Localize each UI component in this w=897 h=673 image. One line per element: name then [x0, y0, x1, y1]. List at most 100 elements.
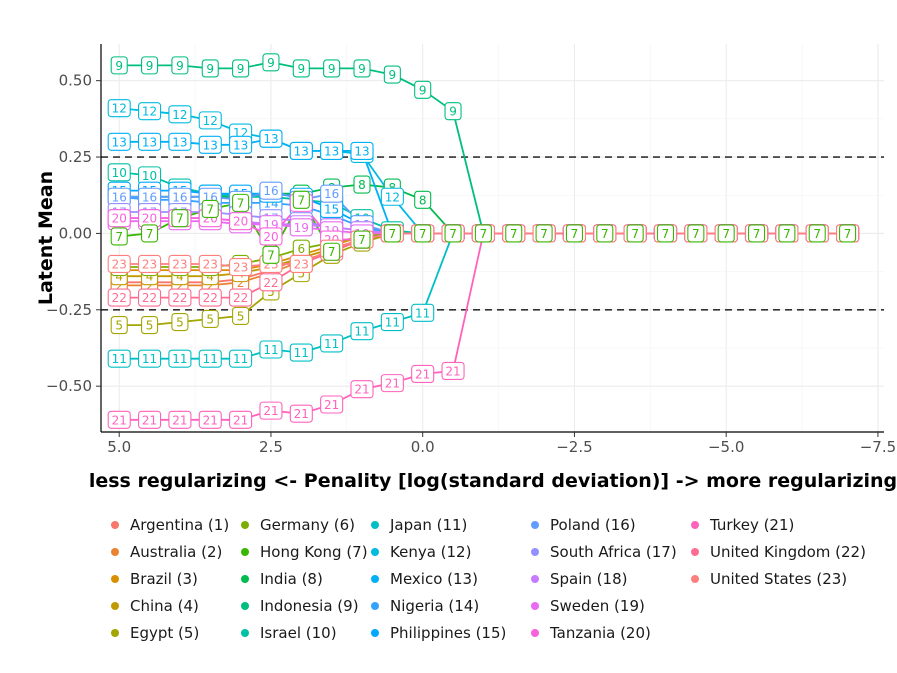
point-label: 13	[324, 144, 339, 158]
point-7: 7	[110, 227, 128, 246]
legend-key	[691, 521, 699, 529]
series-points: 1111111111111111111111111222222222222222…	[107, 53, 860, 429]
point-label: 7	[389, 227, 397, 241]
y-tick-label: 0.50	[59, 72, 92, 90]
point-box	[350, 322, 374, 341]
point-13: 13	[259, 129, 283, 148]
point-22: 22	[107, 288, 131, 307]
legend-label: Brazil (3)	[130, 570, 198, 588]
point-7: 7	[353, 230, 371, 249]
point-box	[259, 340, 283, 359]
point-22: 22	[229, 288, 253, 307]
legend-label: Indonesia (9)	[260, 597, 359, 615]
point-label: 9	[449, 105, 457, 119]
legend-item-3: Brazil (3)	[111, 570, 198, 588]
point-box	[171, 56, 189, 75]
point-label: 8	[419, 193, 427, 207]
point-label: 7	[722, 227, 730, 241]
point-label: 21	[385, 377, 400, 391]
point-11: 11	[259, 340, 283, 359]
point-label: 16	[142, 190, 157, 204]
point-label: 5	[146, 319, 154, 333]
point-box	[232, 59, 250, 78]
point-label: 13	[172, 135, 187, 149]
point-11: 11	[138, 349, 162, 368]
point-9: 9	[110, 56, 128, 75]
point-label: 6	[297, 242, 305, 256]
point-label: 11	[324, 337, 339, 351]
legend-item-8: India (8)	[241, 570, 323, 588]
point-box	[168, 349, 192, 368]
point-label: 7	[813, 227, 821, 241]
legend-item-4: China (4)	[111, 597, 199, 615]
legend-label: Kenya (12)	[390, 543, 471, 561]
point-label: 4	[206, 270, 214, 284]
point-label: 7	[631, 227, 639, 241]
point-box	[138, 349, 162, 368]
legend-key	[531, 548, 539, 556]
point-13: 13	[350, 141, 374, 160]
point-21: 21	[138, 410, 162, 429]
point-12: 12	[380, 187, 404, 206]
point-box	[107, 99, 131, 118]
point-19: 19	[289, 218, 313, 237]
point-label: 10	[112, 166, 127, 180]
point-5: 5	[201, 309, 219, 329]
point-11: 11	[198, 349, 222, 368]
legend-label: United States (23)	[710, 570, 847, 588]
point-label: 5	[115, 319, 123, 333]
point-20: 20	[229, 212, 253, 231]
point-12: 12	[198, 111, 222, 130]
point-label: 13	[294, 144, 309, 158]
legend-label: India (8)	[260, 570, 323, 588]
point-12: 12	[138, 102, 162, 121]
point-label: 2	[115, 279, 123, 293]
x-tick-label: 2.5	[259, 438, 283, 456]
point-9: 9	[201, 59, 219, 78]
point-7: 7	[141, 224, 159, 243]
point-box	[323, 59, 341, 78]
legend-key	[691, 548, 699, 556]
point-label: 2	[176, 279, 184, 293]
point-label: 12	[203, 114, 218, 128]
legend-label: Israel (10)	[260, 624, 337, 642]
point-9: 9	[383, 65, 401, 84]
legend-label: United Kingdom (22)	[710, 543, 866, 561]
legend-key	[691, 575, 699, 583]
point-22: 22	[198, 288, 222, 307]
point-label: 21	[112, 413, 127, 427]
point-21: 21	[229, 410, 253, 429]
point-7: 7	[444, 224, 462, 243]
point-label: 23	[233, 261, 248, 275]
y-tick-label: 0.00	[59, 224, 92, 242]
point-box	[201, 59, 219, 78]
point-7: 7	[171, 209, 189, 228]
point-13: 13	[107, 132, 131, 151]
point-label: 21	[445, 364, 460, 378]
legend-key	[371, 629, 379, 637]
x-tick-label: 5.0	[107, 438, 131, 456]
legend-item-5: Egypt (5)	[111, 624, 199, 642]
point-23: 23	[229, 257, 253, 277]
point-label: 11	[172, 352, 187, 366]
point-7: 7	[717, 224, 735, 243]
x-tick-label: −7.5	[860, 438, 896, 456]
point-10: 10	[138, 166, 162, 185]
point-23: 23	[138, 254, 162, 274]
legend-item-20: Tanzania (20)	[531, 624, 651, 642]
legend-item-10: Israel (10)	[241, 624, 337, 642]
point-label: 22	[263, 276, 278, 290]
legend-item-13: Mexico (13)	[371, 570, 478, 588]
point-box	[289, 343, 313, 362]
point-9: 9	[232, 59, 250, 78]
point-7: 7	[414, 224, 432, 243]
legend-key	[531, 521, 539, 529]
point-13: 13	[198, 135, 222, 154]
point-label: 20	[112, 212, 127, 226]
legend-label: China (4)	[130, 597, 199, 615]
point-6: 6	[292, 239, 310, 258]
legend-key	[531, 629, 539, 637]
point-label: 23	[172, 257, 187, 271]
legend-label: Hong Kong (7)	[260, 543, 368, 561]
